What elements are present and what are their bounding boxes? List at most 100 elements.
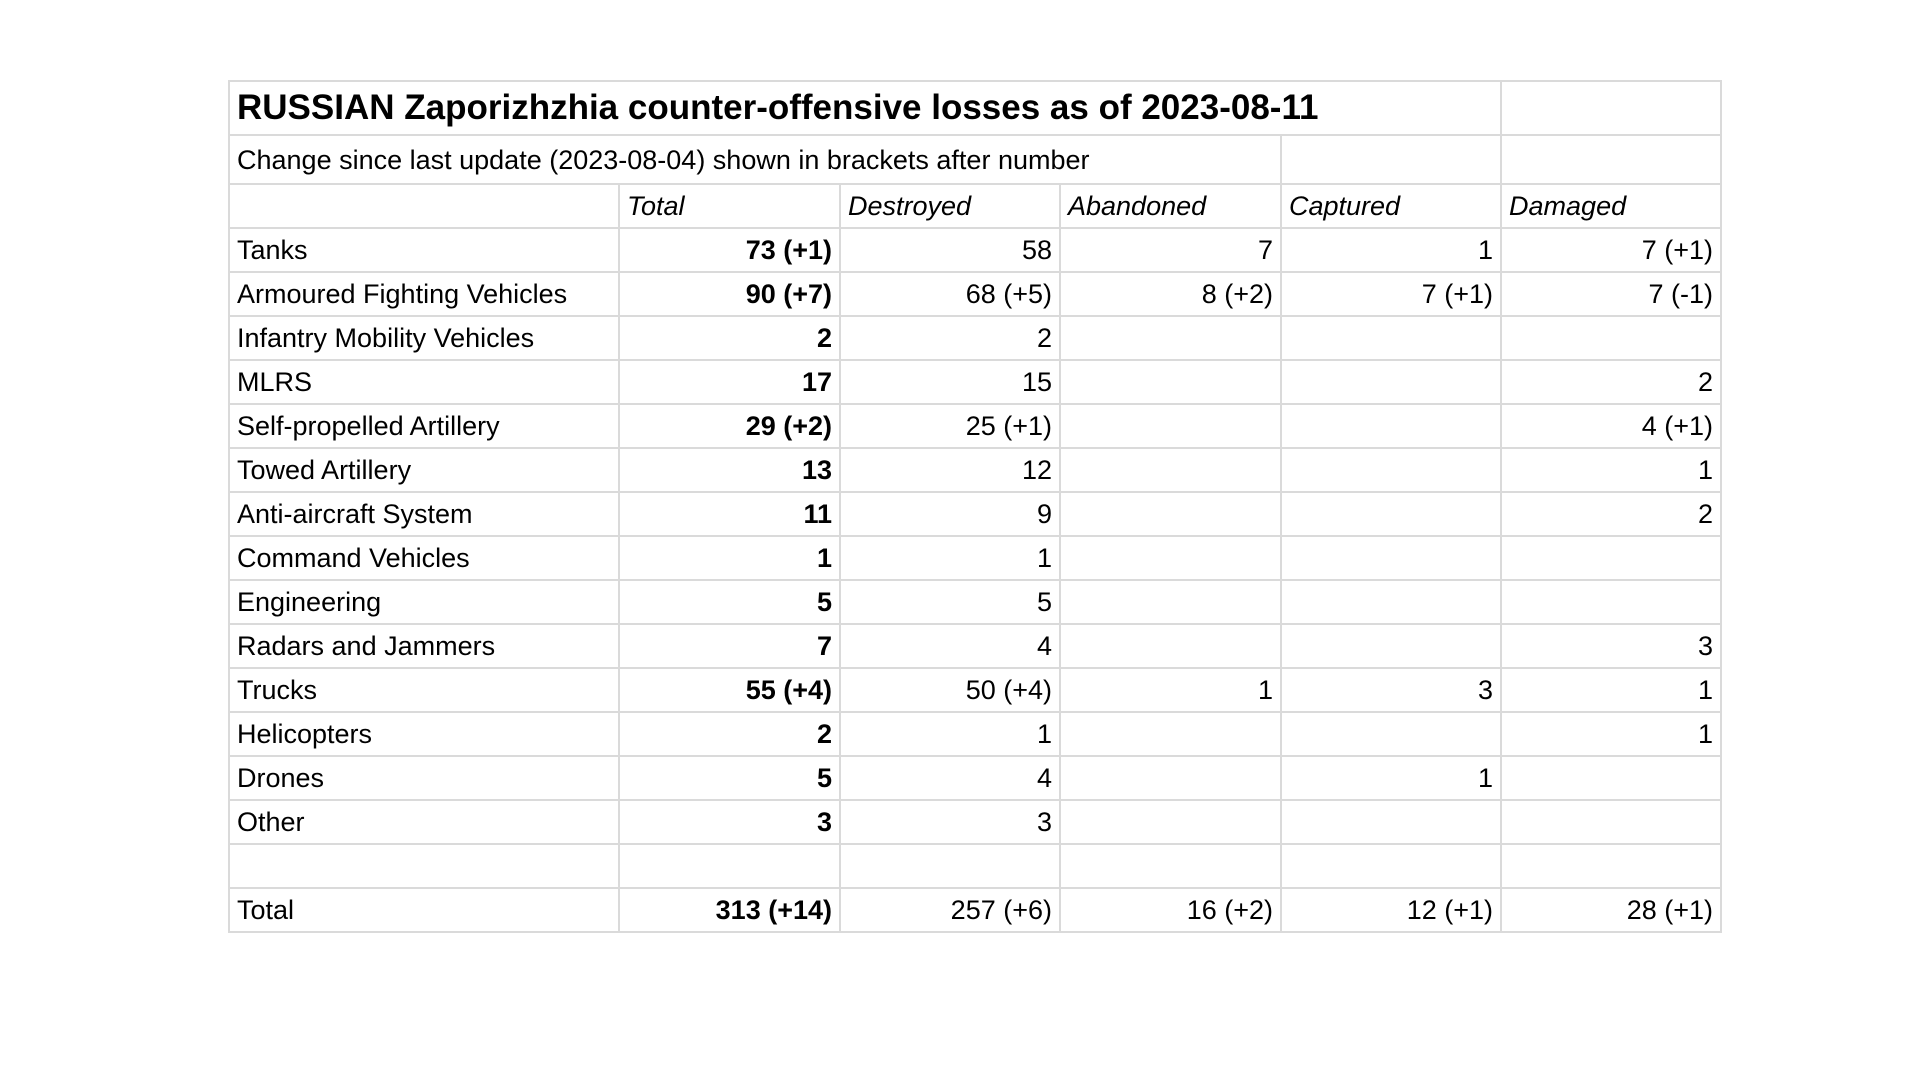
table-row: Command Vehicles 1 1: [228, 535, 1723, 581]
table-cell: 3: [1500, 623, 1723, 669]
table-cell: [1279, 535, 1503, 581]
table-cell: 5: [839, 579, 1061, 625]
table-row: Anti-aircraft System 11 9 2: [228, 491, 1723, 537]
table-row: Tanks 73 (+1) 58 7 1 7 (+1): [228, 227, 1723, 273]
table-cell: 1: [839, 711, 1061, 757]
row-label: [228, 843, 620, 889]
table-cell: [1279, 799, 1503, 845]
table-cell: [1279, 579, 1503, 625]
table-cell: [839, 843, 1061, 889]
table-cell: 9: [839, 491, 1061, 537]
row-label: Other: [228, 799, 620, 845]
table-cell: 28 (+1): [1500, 887, 1723, 933]
empty-cell: [1279, 134, 1503, 185]
losses-table: RUSSIAN Zaporizhzhia counter-offensive l…: [227, 80, 1723, 933]
row-label: Helicopters: [228, 711, 620, 757]
table-cell: 13: [618, 447, 841, 493]
row-label: Infantry Mobility Vehicles: [228, 315, 620, 361]
table-cell: 1: [618, 535, 841, 581]
row-label: Towed Artillery: [228, 447, 620, 493]
table-row: Towed Artillery 13 12 1: [228, 447, 1723, 493]
table-cell: [1279, 623, 1503, 669]
row-label: Total: [228, 887, 620, 933]
table-cell: 68 (+5): [839, 271, 1061, 317]
table-cell: [1059, 755, 1282, 801]
table-cell: 73 (+1): [618, 227, 841, 273]
table-row: Radars and Jammers 7 4 3: [228, 623, 1723, 669]
table-cell: 1: [1059, 667, 1282, 713]
table-cell: [1500, 843, 1723, 889]
table-cell: 8 (+2): [1059, 271, 1282, 317]
table-cell: [1059, 403, 1282, 449]
table-row: Other 3 3: [228, 799, 1723, 845]
table-row: Trucks 55 (+4) 50 (+4) 1 3 1: [228, 667, 1723, 713]
row-label: Tanks: [228, 227, 620, 273]
table-cell: 12: [839, 447, 1061, 493]
table-cell: [1059, 711, 1282, 757]
table-cell: 25 (+1): [839, 403, 1061, 449]
table-cell: 3: [618, 799, 841, 845]
table-cell: 5: [618, 755, 841, 801]
table-cell: 4 (+1): [1500, 403, 1723, 449]
table-cell: [1279, 491, 1503, 537]
table-row: Self-propelled Artillery 29 (+2) 25 (+1) 4 …: [228, 403, 1723, 449]
column-header-destroyed: Destroyed: [839, 183, 1061, 229]
table-cell: [1500, 535, 1723, 581]
table-cell: 1: [1279, 755, 1503, 801]
row-label: Anti-aircraft System: [228, 491, 620, 537]
table-cell: 7: [1059, 227, 1282, 273]
table-cell: 1: [1500, 447, 1723, 493]
blank-row: [228, 843, 1723, 889]
table-cell: 1: [839, 535, 1061, 581]
table-cell: 7: [618, 623, 841, 669]
table-cell: 5: [618, 579, 841, 625]
table-title: RUSSIAN Zaporizhzhia counter-offensive l…: [227, 80, 1503, 136]
table-cell: [618, 843, 841, 889]
column-header-captured: Captured: [1279, 183, 1503, 229]
empty-cell: [1500, 134, 1723, 185]
table-cell: 2: [618, 711, 841, 757]
table-cell: 7 (-1): [1500, 271, 1723, 317]
table-cell: 16 (+2): [1059, 887, 1282, 933]
table-cell: [1059, 491, 1282, 537]
column-header-total: Total: [618, 183, 841, 229]
table-cell: 58: [839, 227, 1061, 273]
row-label: Command Vehicles: [228, 535, 620, 581]
table-cell: [1279, 711, 1503, 757]
table-cell: 12 (+1): [1279, 887, 1503, 933]
table-cell: [1279, 359, 1503, 405]
table-cell: 313 (+14): [618, 887, 841, 933]
table-cell: [1059, 799, 1282, 845]
table-cell: [1059, 315, 1282, 361]
table-cell: [1059, 535, 1282, 581]
table-cell: 7 (+1): [1279, 271, 1503, 317]
column-header-abandoned: Abandoned: [1059, 183, 1282, 229]
table-row: Armoured Fighting Vehicles 90 (+7) 68 (+5)…: [228, 271, 1723, 317]
row-label: MLRS: [228, 359, 620, 405]
title-row: RUSSIAN Zaporizhzhia counter-offensive l…: [227, 80, 1723, 136]
table-cell: 2: [618, 315, 841, 361]
table-cell: [1500, 315, 1723, 361]
table-cell: 17: [618, 359, 841, 405]
table-row: Infantry Mobility Vehicles 2 2: [228, 315, 1723, 361]
table-row: Helicopters 2 1 1: [228, 711, 1723, 757]
table-cell: [1279, 315, 1503, 361]
table-cell: 90 (+7): [618, 271, 841, 317]
row-label: Radars and Jammers: [228, 623, 620, 669]
table-cell: [1059, 579, 1282, 625]
table-cell: 4: [839, 623, 1061, 669]
table-cell: [1059, 843, 1282, 889]
row-label: Armoured Fighting Vehicles: [228, 271, 620, 317]
column-header-damaged: Damaged: [1500, 183, 1723, 229]
table-cell: [1500, 579, 1723, 625]
table-cell: [1059, 623, 1282, 669]
table-cell: 11: [618, 491, 841, 537]
table-cell: [1059, 359, 1282, 405]
table-cell: 4: [839, 755, 1061, 801]
header-row: Total Destroyed Abandoned Captured Damag…: [228, 183, 1723, 229]
subtitle-row: Change since last update (2023-08-04) sh…: [228, 134, 1723, 185]
table-cell: 3: [1279, 667, 1503, 713]
table-row: Drones 5 4 1: [228, 755, 1723, 801]
table-cell: 1: [1500, 711, 1723, 757]
table-cell: 3: [839, 799, 1061, 845]
